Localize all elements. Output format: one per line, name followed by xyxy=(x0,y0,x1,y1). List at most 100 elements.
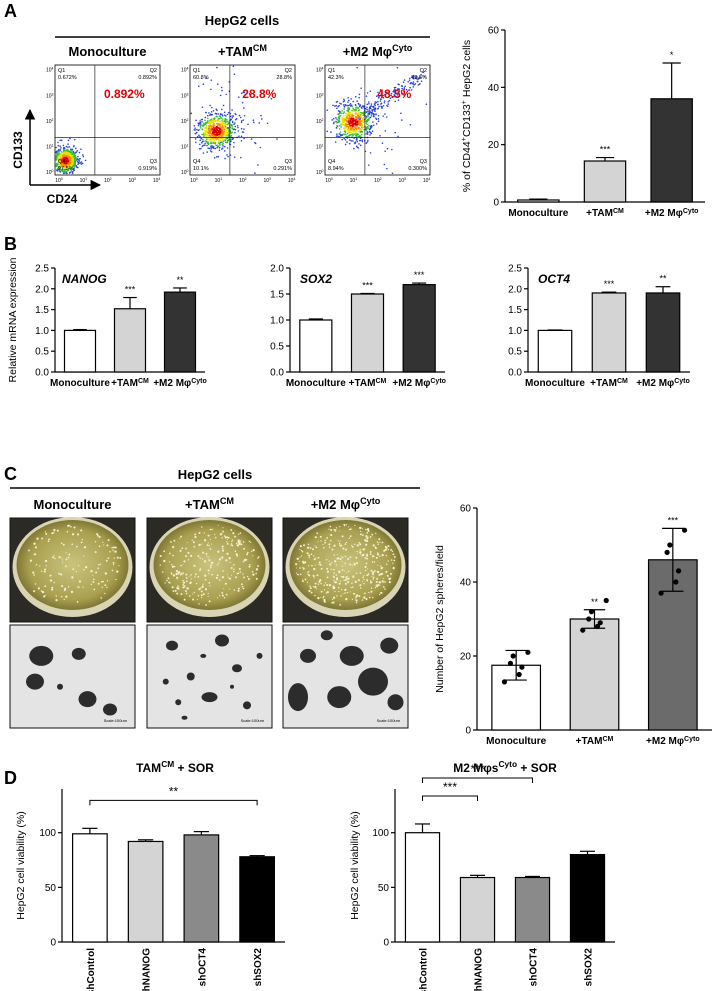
sphere-speck xyxy=(200,587,202,589)
sphere-speck xyxy=(336,595,338,597)
sphere-speck xyxy=(356,550,358,553)
sphere-speck xyxy=(369,580,372,582)
flow-event xyxy=(354,95,357,98)
superscript: 0 xyxy=(61,177,63,181)
sphere-speck xyxy=(337,586,340,589)
flow-event xyxy=(247,123,249,126)
sphere-speck xyxy=(90,583,92,586)
sphere-speck xyxy=(73,526,76,529)
flow-event xyxy=(388,92,390,94)
sphere-speck xyxy=(52,556,55,559)
sphere-speck xyxy=(185,573,188,576)
flow-event xyxy=(55,146,58,149)
sphere-speck xyxy=(333,572,335,574)
flow-event xyxy=(351,126,354,129)
sphere-speck xyxy=(210,566,212,569)
sphere-speck xyxy=(62,562,64,564)
flow-event xyxy=(257,164,259,166)
superscript: 1 xyxy=(220,177,222,181)
sphere-speck xyxy=(116,570,119,573)
y-tick-label: 1.5 xyxy=(35,305,49,316)
flow-event xyxy=(377,91,379,94)
flow-event xyxy=(224,126,227,129)
flow-event xyxy=(212,141,215,144)
sphere-speck xyxy=(359,572,362,574)
flow-event xyxy=(367,119,370,121)
text-part: SOX2 xyxy=(300,272,332,286)
flow-event xyxy=(195,131,198,134)
flow-event xyxy=(400,112,402,115)
sphere-speck xyxy=(203,560,207,563)
flow-event xyxy=(73,159,76,161)
sphere-speck xyxy=(61,557,63,559)
flow-event xyxy=(205,133,208,135)
flow-event xyxy=(341,138,343,141)
sphere-speck xyxy=(341,565,343,567)
sphere-speck xyxy=(334,590,336,593)
sphere-speck xyxy=(67,586,70,588)
sphere-speck xyxy=(200,594,203,597)
y-tick-label: 0.0 xyxy=(270,368,284,379)
sphere-speck xyxy=(351,582,353,584)
sphere-speck xyxy=(331,548,334,551)
flow-event xyxy=(243,91,246,94)
superscript: Cyto xyxy=(684,736,700,743)
flow-event xyxy=(413,75,415,78)
flow-event xyxy=(425,103,428,106)
sphere-speck xyxy=(94,551,97,554)
sphere-speck xyxy=(326,591,329,594)
sphere-speck xyxy=(207,534,210,537)
flow-event xyxy=(221,113,223,116)
sphere-speck xyxy=(199,570,201,572)
data-point xyxy=(501,679,508,685)
flow-event xyxy=(60,147,62,149)
sphere-speck xyxy=(72,568,75,571)
flow-event xyxy=(398,88,400,90)
flow-event xyxy=(326,109,329,111)
flow-event xyxy=(383,163,386,166)
sphere-blob xyxy=(215,634,229,647)
flow-event xyxy=(366,141,369,143)
sphere-speck xyxy=(372,596,374,599)
sphere-speck xyxy=(331,562,333,564)
flow-event xyxy=(239,116,242,119)
flow-event xyxy=(62,144,65,147)
sphere-speck xyxy=(198,603,200,605)
flow-tick-label: 104 xyxy=(153,177,161,184)
flow-event xyxy=(361,140,364,143)
flow-event xyxy=(356,107,358,109)
sphere-speck xyxy=(194,535,197,539)
sphere-speck xyxy=(80,541,83,544)
flow-event xyxy=(227,127,229,129)
sphere-speck xyxy=(296,572,298,574)
y-tick-label: 1.5 xyxy=(270,290,284,301)
flow-event xyxy=(227,122,229,125)
sphere-speck xyxy=(210,561,214,564)
sphere-speck xyxy=(330,564,332,566)
flow-event xyxy=(231,127,233,130)
sphere-speck xyxy=(58,572,61,575)
sphere-speck xyxy=(354,524,356,527)
sphere-speck xyxy=(106,586,108,589)
flow-event xyxy=(374,110,376,113)
sphere-speck xyxy=(308,589,311,593)
flow-event xyxy=(73,151,75,154)
flow-event xyxy=(72,167,75,170)
sphere-speck xyxy=(198,531,201,534)
sphere-speck xyxy=(209,585,211,587)
sphere-speck xyxy=(388,581,391,584)
sphere-speck xyxy=(40,590,43,592)
significance: *** xyxy=(600,145,611,155)
bar xyxy=(517,199,560,203)
sphere-speck xyxy=(60,542,63,545)
text-part: 10 xyxy=(46,119,52,125)
sphere-speck xyxy=(362,576,364,578)
sphere-speck xyxy=(367,573,370,575)
flow-event xyxy=(389,97,392,100)
flow-event xyxy=(361,107,363,109)
scale-label: Scale:100um xyxy=(241,718,265,723)
y-axis-label: % of CD44+CD133+ HepG2 cells xyxy=(459,40,474,192)
sphere-speck xyxy=(233,570,235,573)
sphere-speck xyxy=(199,568,202,571)
y-tick-label: 0 xyxy=(383,938,389,949)
